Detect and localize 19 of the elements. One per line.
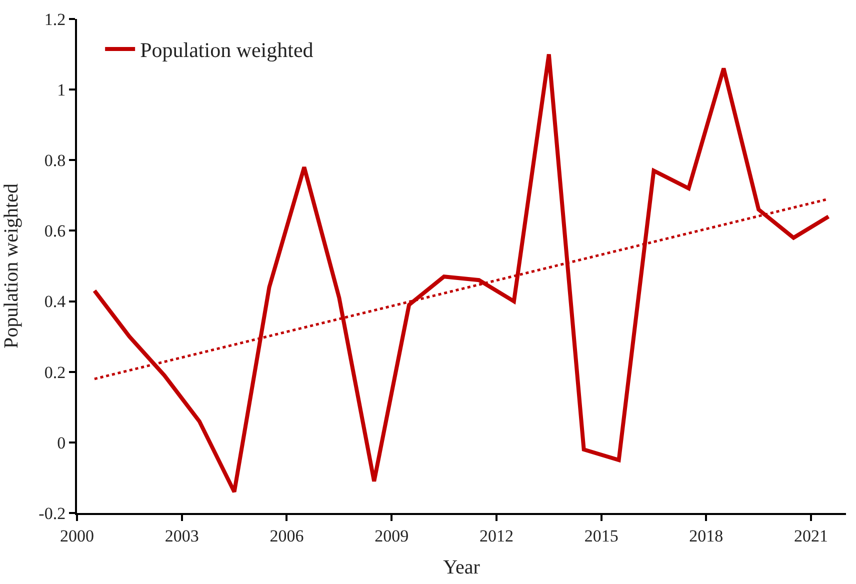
x-tick-label: 2015 [584,526,618,546]
y-tick-label: 0.8 [44,151,66,170]
y-tick-label: 0 [57,433,66,452]
x-tick-label: 2021 [794,526,828,546]
x-tick-label: 2018 [689,526,724,546]
y-tick-label: -0.2 [38,504,66,523]
y-tick-label: 0.2 [44,362,66,382]
x-tick-label: 2012 [479,526,514,546]
y-axis-title: Population weighted [0,184,23,348]
y-tick-label: 0.6 [44,222,66,241]
x-tick-label: 2009 [374,526,409,546]
y-tick-label: 0.4 [44,292,66,312]
x-tick-label: 2000 [60,526,94,546]
y-tick-label: 1.2 [44,10,66,29]
x-tick-label: 2003 [164,526,199,546]
legend-label: Population weighted [140,38,314,62]
y-tick-label: 1 [57,80,66,100]
x-axis-title: Year [443,556,480,578]
x-tick-label: 2006 [270,526,304,546]
